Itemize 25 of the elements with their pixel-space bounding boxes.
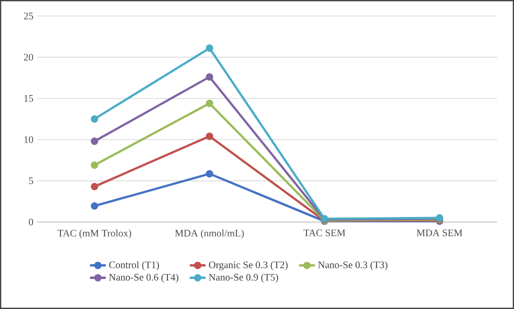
point: [90, 182, 98, 190]
point: [206, 170, 214, 178]
y-tick-label: 25: [24, 12, 34, 20]
x-tick-label: TAC SEM: [304, 230, 346, 236]
y-tick-label: 5: [29, 177, 34, 184]
x-tick-label: TAC (mM Trolox): [58, 230, 132, 239]
y-tick-label: 0: [28, 218, 34, 226]
legend-label: Organic Se 0.3 (T2): [208, 261, 288, 270]
legend-label: Control (T1): [109, 261, 159, 270]
point: [206, 100, 214, 108]
point: [90, 161, 98, 169]
point: [206, 73, 214, 81]
legend-label: Nano-Se 0.6 (T4): [109, 274, 178, 283]
point: [90, 138, 98, 145]
point: [206, 44, 214, 52]
point: [206, 132, 214, 140]
y-tick-label: 10: [24, 136, 34, 143]
x-tick-label: MDA (nmol/mL): [175, 230, 244, 239]
point: [90, 202, 98, 210]
legend-label: Nano-Se 0.3 (T3): [318, 261, 388, 270]
y-tick-label: 15: [24, 95, 34, 102]
x-tick-label: MDA SEM: [416, 230, 462, 236]
point: [90, 115, 98, 123]
legend-label: Nano-Se 0.9 (T5): [208, 274, 278, 283]
y-tick-label: 20: [24, 54, 34, 61]
